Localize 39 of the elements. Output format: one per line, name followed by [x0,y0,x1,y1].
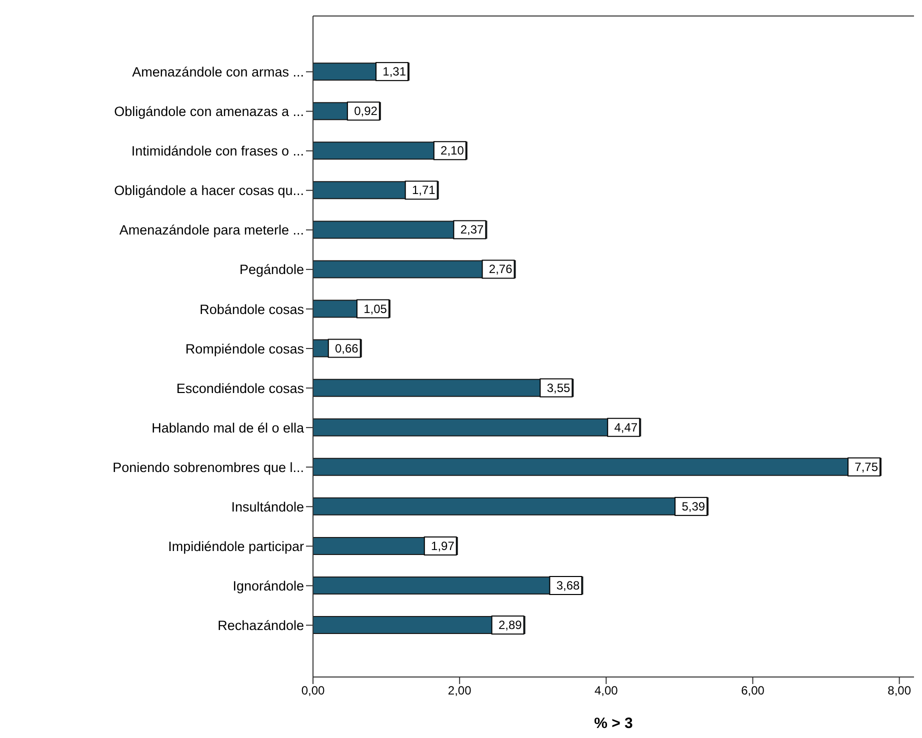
x-tick-label: 4,00 [594,684,618,698]
bar [313,458,882,476]
data-label: 5,39 [682,499,706,514]
data-label: 4,47 [614,420,638,434]
data-label: 2,10 [440,144,464,158]
x-tick-label: 6,00 [741,684,765,698]
data-label: 1,31 [382,64,406,79]
data-label: 0,92 [354,104,378,118]
x-tick-label: 8,00 [888,684,912,698]
bar [313,418,642,436]
y-tick-label: Insultándole [231,499,304,514]
y-tick-label: Obligándole con amenazas a ... [114,104,304,120]
data-label: 2,37 [460,222,484,237]
y-tick-label: Ignorándole [232,578,304,594]
y-tick-label: Hablando mal de él o ella [152,420,304,436]
data-label: 3,55 [546,380,571,395]
y-tick-label: Impidiéndole participar [168,538,304,554]
y-tick-label: Rechazándole [218,618,304,634]
data-label: 3,68 [556,578,580,593]
y-tick-label: Amenazándole para meterle ... [119,222,304,238]
data-label: 1,71 [412,183,436,198]
data-label: 0,66 [335,341,359,356]
y-tick-label: Pegándole [239,262,304,278]
x-tick-label: 0,00 [301,684,325,698]
y-tick-label: Intimidándole con frases o ... [131,144,304,159]
y-tick-label: Amenazándole con armas ... [132,64,304,80]
y-tick-label: Obligándole a hacer cosas qu... [114,183,304,198]
data-label: 1,97 [431,538,455,553]
data-label: 2,76 [488,262,513,276]
y-tick-label: Robándole cosas [200,302,304,317]
y-tick-label: Poniendo sobrenombres que l... [112,460,304,475]
bar [313,497,709,516]
y-tick-label: Rompiéndole cosas [185,341,304,356]
x-axis-title: % > 3 [594,715,633,732]
x-tick-label: 2,00 [448,684,472,698]
data-label: 2,89 [498,618,522,632]
data-label: 1,05 [364,302,388,316]
data-label: 7,75 [854,460,878,474]
y-tick-label: Escondiéndole cosas [176,380,304,396]
